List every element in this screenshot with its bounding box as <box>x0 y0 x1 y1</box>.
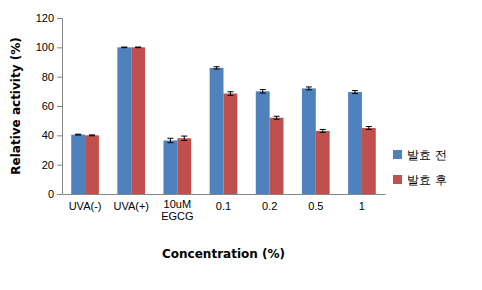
y-tick-mark <box>57 47 62 48</box>
error-bar <box>89 134 95 136</box>
x-tick: 0.2 <box>262 194 277 212</box>
x-tick-label: UVA(+) <box>113 200 149 212</box>
bar <box>210 68 224 194</box>
error-bar <box>121 47 127 49</box>
y-tick: 40 <box>42 129 62 141</box>
legend-swatch <box>393 150 402 159</box>
x-tick-label: 10uMEGCG <box>161 198 193 223</box>
y-tick-mark <box>57 18 62 19</box>
y-tick-label: 100 <box>36 41 54 53</box>
bar <box>164 140 178 194</box>
y-tick-label: 40 <box>42 129 54 141</box>
bar <box>224 94 238 194</box>
y-tick-mark <box>57 194 62 195</box>
error-bar <box>260 90 266 94</box>
bar <box>348 92 362 194</box>
x-tick: UVA(-) <box>69 194 102 212</box>
y-tick: 60 <box>42 100 62 112</box>
bar <box>177 138 191 194</box>
error-bar <box>320 129 326 132</box>
y-tick: 20 <box>42 159 62 171</box>
x-axis-title: Concentration (%) <box>162 247 285 261</box>
legend: 발효 전발효 후 <box>393 148 447 187</box>
x-axis-line <box>63 194 386 195</box>
x-tick-label: 0.1 <box>216 200 231 212</box>
y-tick: 0 <box>48 188 62 200</box>
x-tick: 1 <box>359 194 365 212</box>
bar <box>117 47 131 194</box>
y-tick-mark <box>57 135 62 136</box>
error-bar <box>181 136 187 140</box>
bar-series <box>71 47 362 194</box>
bar <box>270 118 284 194</box>
bar <box>256 91 270 194</box>
y-axis-title: Relative activity (%) <box>9 37 23 174</box>
x-tick: 0.1 <box>216 194 231 212</box>
y-tick-label: 20 <box>42 159 54 171</box>
y-tick-label: 80 <box>42 71 54 83</box>
bar <box>316 131 330 194</box>
bar <box>302 88 316 194</box>
x-tick: UVA(+) <box>113 194 149 212</box>
bar <box>131 47 145 194</box>
error-bar <box>167 138 173 142</box>
legend-label: 발효 전 <box>407 148 447 162</box>
y-tick-mark <box>57 77 62 78</box>
error-bar <box>274 116 280 119</box>
y-tick-label: 60 <box>42 100 54 112</box>
error-bar <box>352 91 358 94</box>
x-tick-label: 1 <box>359 200 365 212</box>
y-axis-line <box>57 19 63 195</box>
y-tick: 120 <box>36 12 62 24</box>
y-tick-mark <box>57 165 62 166</box>
error-bar <box>135 47 141 49</box>
error-bar <box>214 67 220 69</box>
x-tick-label: UVA(-) <box>69 200 102 212</box>
x-tick-label: 0.5 <box>308 200 323 212</box>
x-tick: 0.5 <box>308 194 323 212</box>
error-bar <box>306 87 312 90</box>
bar <box>71 135 85 194</box>
bar <box>85 135 99 194</box>
legend-label: 발효 후 <box>407 173 447 187</box>
y-tick: 80 <box>42 71 62 83</box>
y-tick-label: 120 <box>36 12 54 24</box>
x-tick: 10uMEGCG <box>161 194 193 222</box>
y-axis: 0 20 40 60 80 100 120 <box>36 12 63 200</box>
bar <box>362 128 376 194</box>
y-tick-label: 0 <box>48 188 54 200</box>
error-bar <box>227 92 233 96</box>
x-tick-label: 0.2 <box>262 200 277 212</box>
error-bar <box>366 127 372 130</box>
legend-swatch <box>393 175 402 184</box>
bar-series <box>85 47 376 194</box>
y-tick-mark <box>57 106 62 107</box>
error-bar <box>75 134 81 136</box>
chart: 0 20 40 60 80 100 120 UVA(-) UVA(+) 10uMEGCG 0.1 0.… <box>0 0 482 290</box>
y-tick: 100 <box>36 41 62 53</box>
plot-area <box>71 47 376 194</box>
x-axis: UVA(-) UVA(+) 10uMEGCG 0.1 0.2 0.5 1 <box>63 194 386 222</box>
